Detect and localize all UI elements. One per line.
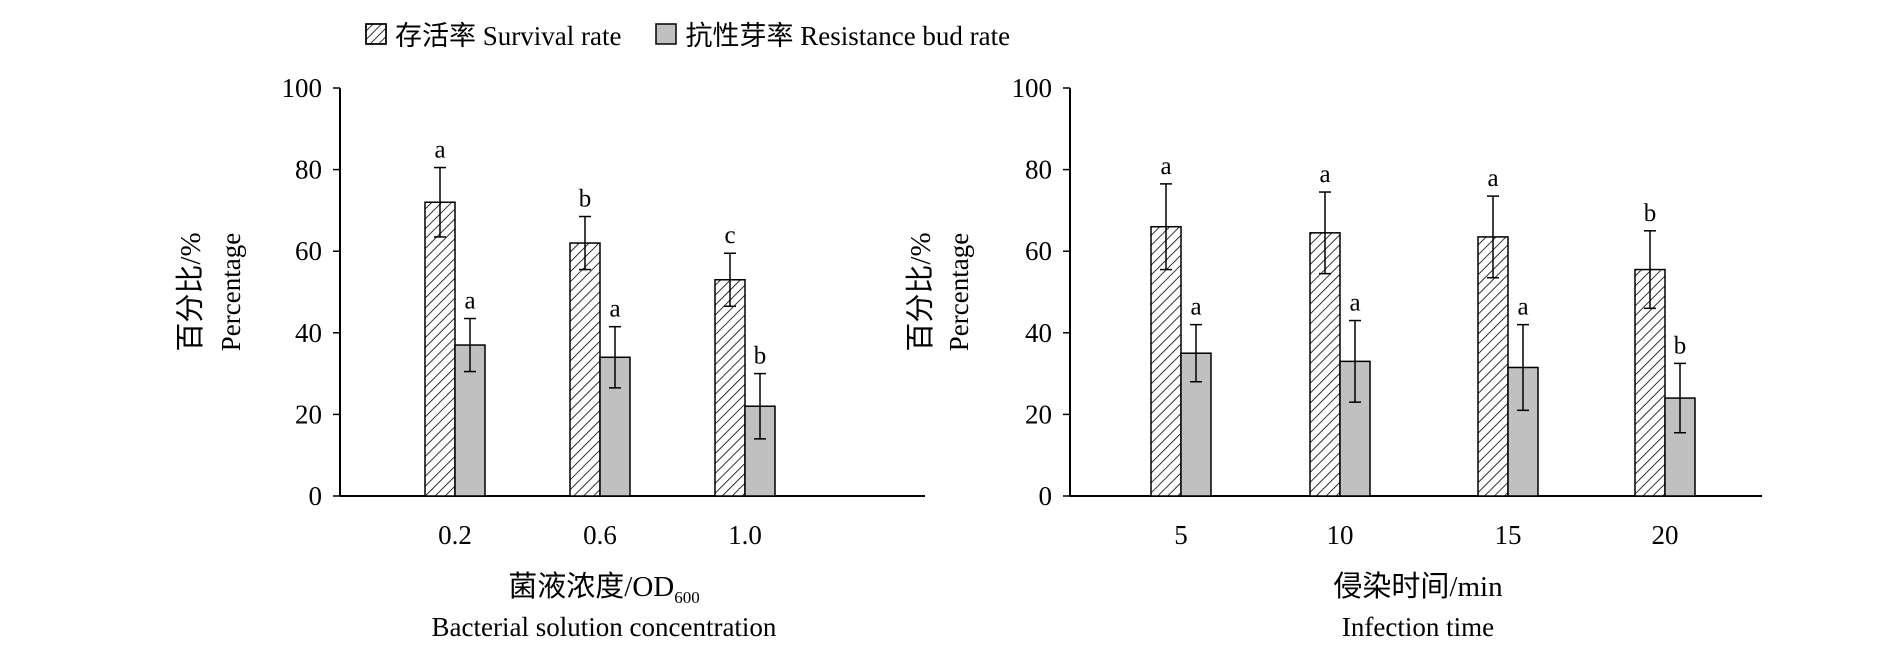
- significance-letter: a: [1319, 161, 1330, 188]
- y-axis-title-cn: 百分比/%: [904, 232, 937, 351]
- y-tick-label: 80: [1025, 155, 1052, 185]
- x-axis-title-cn: 菌液浓度/OD600: [508, 570, 699, 607]
- x-axis-title-en: Infection time: [1342, 612, 1494, 642]
- x-tick-label: 15: [1495, 520, 1522, 550]
- significance-letter: a: [1349, 290, 1360, 317]
- legend-label-resistance: 抗性芽率 Resistance bud rate: [685, 21, 1011, 51]
- legend-item-survival: 存活率 Survival rate: [365, 14, 621, 53]
- bar-survival: [714, 279, 746, 497]
- chart-bacterial-concentration: 0 20 40 60 80 100 百分比/% Percentage 0.2 a a 0.6 b a 1.0…: [174, 73, 925, 642]
- x-axis-title-en: Bacterial solution concentration: [432, 612, 777, 642]
- y-axis-title-cn: 百分比/%: [174, 232, 207, 351]
- chart-infection-time: 0 20 40 60 80 100 百分比/% Percentage 5 a a 10 a a 15 a a 20…: [904, 73, 1762, 642]
- x-axis-title-main: 菌液浓度/OD: [508, 570, 674, 603]
- significance-letter: c: [724, 222, 735, 249]
- significance-letter: a: [1517, 294, 1528, 321]
- y-tick-label: 100: [1012, 73, 1053, 103]
- bar-survival: [569, 242, 601, 497]
- x-axis-title-subscript: 600: [674, 588, 700, 607]
- y-tick-label: 20: [295, 399, 322, 429]
- legend-label-survival: 存活率 Survival rate: [395, 21, 622, 51]
- significance-letter: b: [1674, 332, 1687, 359]
- bar-survival: [1150, 225, 1182, 497]
- y-tick-label: 0: [1039, 481, 1053, 511]
- significance-letter: a: [1190, 294, 1201, 321]
- y-tick-label: 40: [1025, 318, 1052, 348]
- bar-resistance: [1664, 397, 1696, 497]
- y-tick-label: 60: [1025, 236, 1052, 266]
- y-tick-label: 20: [1025, 399, 1052, 429]
- significance-letter: a: [434, 137, 445, 164]
- x-tick-label: 0.6: [583, 520, 617, 550]
- significance-letter: a: [464, 288, 475, 315]
- significance-letter: b: [754, 343, 767, 370]
- significance-letter: a: [1160, 153, 1171, 180]
- x-axis-title-cn: 侵染时间/min: [1333, 570, 1503, 603]
- y-tick-label: 60: [295, 236, 322, 266]
- significance-letter: b: [579, 186, 592, 213]
- x-tick-label: 20: [1652, 520, 1679, 550]
- hatched-swatch-icon: [365, 22, 387, 45]
- legend: 存活率 Survival rate 抗性芽率 Resistance bud ra…: [365, 14, 1044, 53]
- bar-survival: [1477, 236, 1509, 497]
- y-tick-label: 80: [295, 155, 322, 185]
- gray-swatch-icon: [655, 22, 678, 45]
- x-tick-label: 5: [1174, 520, 1188, 550]
- y-tick-label: 100: [282, 73, 323, 103]
- x-tick-label: 0.2: [438, 520, 472, 550]
- y-tick-label: 0: [309, 481, 323, 511]
- y-tick-label: 40: [295, 318, 322, 348]
- significance-letter: a: [609, 296, 620, 323]
- significance-letter: a: [1487, 165, 1498, 192]
- x-tick-label: 1.0: [728, 520, 762, 550]
- bar-survival: [424, 201, 456, 497]
- y-axis-title-en: Percentage: [944, 233, 974, 351]
- x-tick-label: 10: [1327, 520, 1354, 550]
- x-axis-title-main: 侵染时间/min: [1333, 570, 1503, 603]
- legend-item-resistance: 抗性芽率 Resistance bud rate: [655, 14, 1010, 53]
- significance-letter: b: [1644, 200, 1657, 227]
- y-axis-title-en: Percentage: [216, 233, 246, 351]
